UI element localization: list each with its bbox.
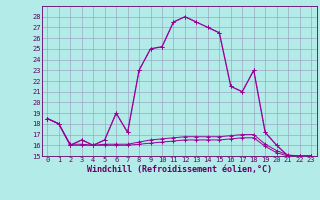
X-axis label: Windchill (Refroidissement éolien,°C): Windchill (Refroidissement éolien,°C) bbox=[87, 165, 272, 174]
